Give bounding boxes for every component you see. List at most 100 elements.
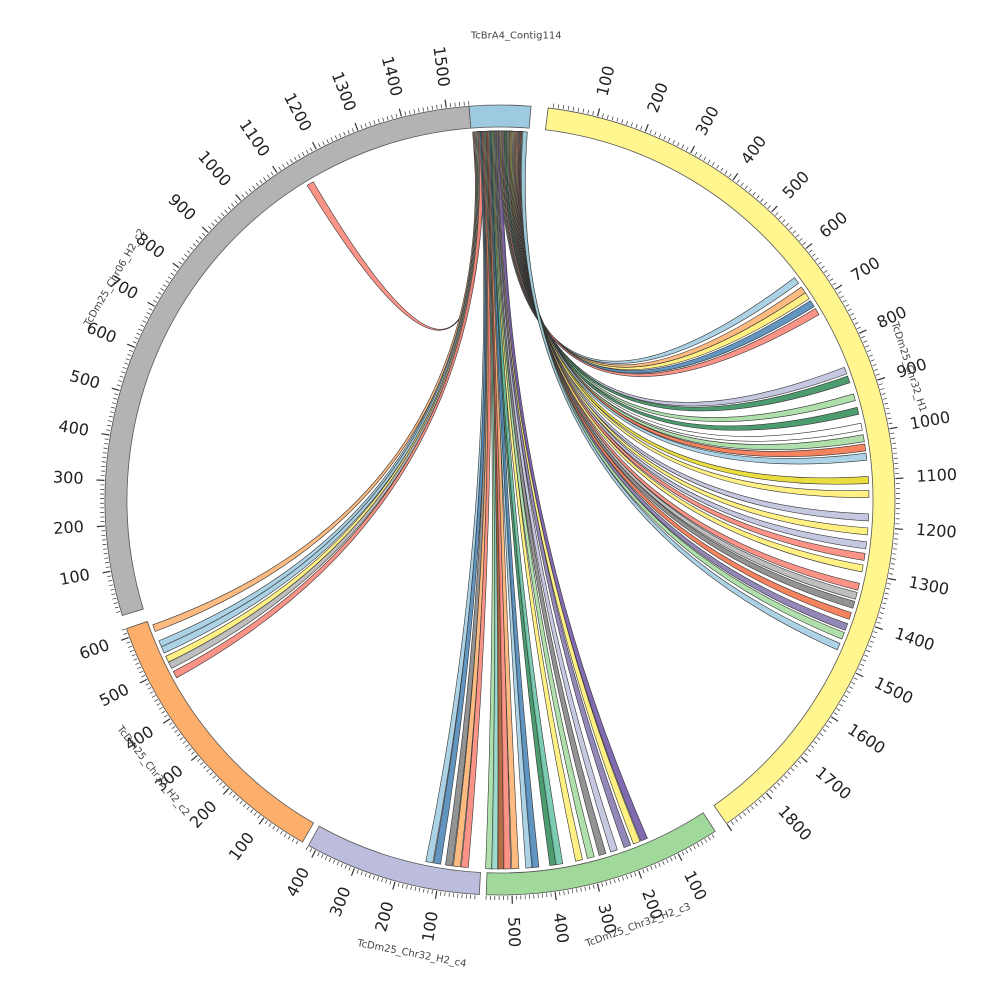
minor-tick [413, 109, 416, 114]
minor-tick [268, 823, 272, 827]
minor-tick [890, 563, 895, 565]
minor-tick [884, 592, 889, 595]
minor-tick [132, 341, 137, 344]
minor-tick [146, 312, 151, 315]
minor-tick [856, 326, 861, 330]
minor-tick [822, 729, 827, 732]
minor-tick [851, 681, 856, 685]
minor-tick [866, 650, 871, 653]
minor-tick [113, 602, 118, 604]
minor-tick [116, 384, 121, 387]
tick-label: 500 [96, 680, 132, 711]
minor-tick [276, 828, 280, 832]
major-tick [102, 570, 111, 574]
minor-tick [634, 872, 637, 877]
major-tick [894, 528, 903, 530]
tick-label: 100 [225, 828, 258, 864]
minor-tick [874, 368, 879, 371]
minor-tick [422, 107, 425, 112]
major-tick [877, 377, 886, 381]
minor-tick [111, 593, 116, 596]
minor-tick [740, 182, 744, 187]
minor-tick [876, 621, 881, 624]
minor-tick [730, 821, 734, 825]
minor-tick [104, 438, 109, 440]
minor-tick [758, 799, 762, 803]
minor-tick [775, 212, 779, 216]
minor-tick [448, 892, 450, 897]
minor-tick [750, 805, 754, 810]
minor-tick [764, 201, 768, 206]
minor-tick [344, 864, 347, 869]
minor-tick [795, 234, 800, 238]
minor-tick [850, 313, 854, 316]
minor-tick [140, 324, 145, 327]
minor-tick [112, 597, 117, 600]
minor-tick [712, 162, 715, 166]
minor-tick [347, 129, 350, 134]
segments-layer [104, 104, 896, 896]
minor-tick [802, 241, 806, 245]
minor-tick [108, 580, 113, 582]
minor-tick [109, 584, 114, 587]
minor-tick [883, 597, 888, 600]
minor-tick [176, 733, 181, 737]
minor-tick [562, 105, 565, 110]
minor-tick [689, 847, 692, 852]
minor-tick [873, 631, 878, 634]
minor-tick [704, 838, 708, 843]
major-tick [120, 636, 129, 641]
tick-label: 1300 [907, 572, 951, 599]
minor-tick [161, 710, 166, 714]
minor-tick [646, 867, 649, 872]
minor-tick [844, 695, 849, 698]
major-tick [855, 672, 864, 678]
minor-tick [185, 744, 189, 748]
major-tick [311, 850, 317, 858]
minor-tick [622, 876, 624, 881]
minor-tick [427, 889, 429, 894]
major-tick [726, 824, 733, 832]
minor-tick [833, 712, 838, 716]
minor-tick [767, 205, 771, 209]
minor-tick [860, 663, 865, 667]
minor-tick [103, 447, 108, 449]
minor-tick [880, 607, 886, 610]
tick-label: 1200 [280, 90, 316, 135]
minor-tick [602, 113, 604, 118]
minor-tick [127, 354, 132, 357]
minor-tick [668, 137, 671, 142]
tick-label: 600 [815, 208, 851, 242]
minor-tick [861, 335, 866, 339]
minor-tick [735, 818, 738, 822]
minor-tick [881, 393, 886, 395]
minor-tick [208, 226, 212, 230]
minor-tick [872, 364, 877, 367]
minor-tick [105, 566, 110, 568]
minor-tick [559, 891, 561, 896]
minor-tick [222, 785, 226, 789]
minor-tick [305, 149, 309, 154]
minor-tick [845, 304, 850, 307]
minor-tick [259, 179, 263, 184]
minor-tick [330, 137, 333, 142]
minor-tick [863, 340, 868, 343]
minor-tick [107, 575, 112, 577]
minor-tick [389, 880, 392, 885]
minor-tick [811, 253, 816, 257]
major-tick [147, 301, 155, 307]
minor-tick [343, 131, 346, 136]
minor-tick [106, 429, 111, 431]
minor-tick [155, 296, 160, 299]
minor-tick [854, 322, 859, 325]
minor-tick [849, 686, 853, 689]
minor-tick [852, 317, 857, 321]
minor-tick [252, 185, 256, 190]
minor-tick [129, 349, 134, 352]
tick-label: 1100 [235, 116, 274, 160]
minor-tick [257, 814, 261, 819]
minor-tick [871, 635, 876, 639]
major-tick [644, 123, 649, 132]
minor-tick [305, 846, 309, 851]
tick-label: 300 [692, 103, 723, 139]
